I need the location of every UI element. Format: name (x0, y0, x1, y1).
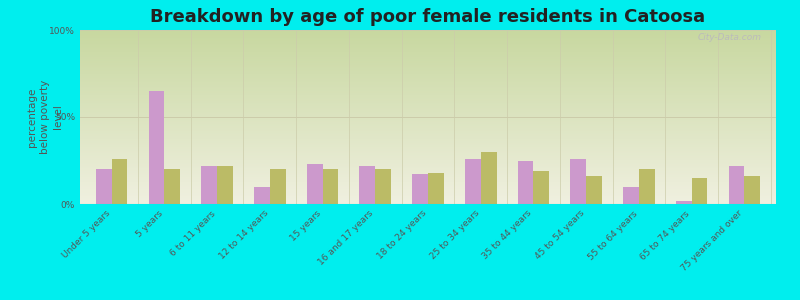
Bar (729, 166, 744, 204)
Bar (744, 176, 760, 204)
Bar (676, 200, 692, 204)
Bar (639, 169, 654, 204)
Y-axis label: percentage
below poverty
level: percentage below poverty level (27, 80, 63, 154)
Bar (623, 187, 639, 204)
Bar (202, 166, 217, 204)
Bar (322, 169, 338, 204)
Bar (428, 173, 444, 204)
Bar (481, 152, 497, 204)
Bar (534, 171, 550, 204)
Bar (254, 187, 270, 204)
Bar (270, 169, 286, 204)
Bar (518, 160, 534, 204)
Text: City-Data.com: City-Data.com (698, 34, 762, 43)
Bar (692, 178, 707, 204)
Bar (164, 169, 180, 204)
Bar (112, 159, 127, 204)
Bar (306, 164, 322, 204)
Bar (570, 159, 586, 204)
Bar (412, 174, 428, 204)
Bar (586, 176, 602, 204)
Bar (465, 159, 481, 204)
Bar (375, 169, 391, 204)
Bar (359, 166, 375, 204)
Bar (96, 169, 112, 204)
Bar (149, 91, 164, 204)
Title: Breakdown by age of poor female residents in Catoosa: Breakdown by age of poor female resident… (150, 8, 706, 26)
Bar (217, 166, 233, 204)
